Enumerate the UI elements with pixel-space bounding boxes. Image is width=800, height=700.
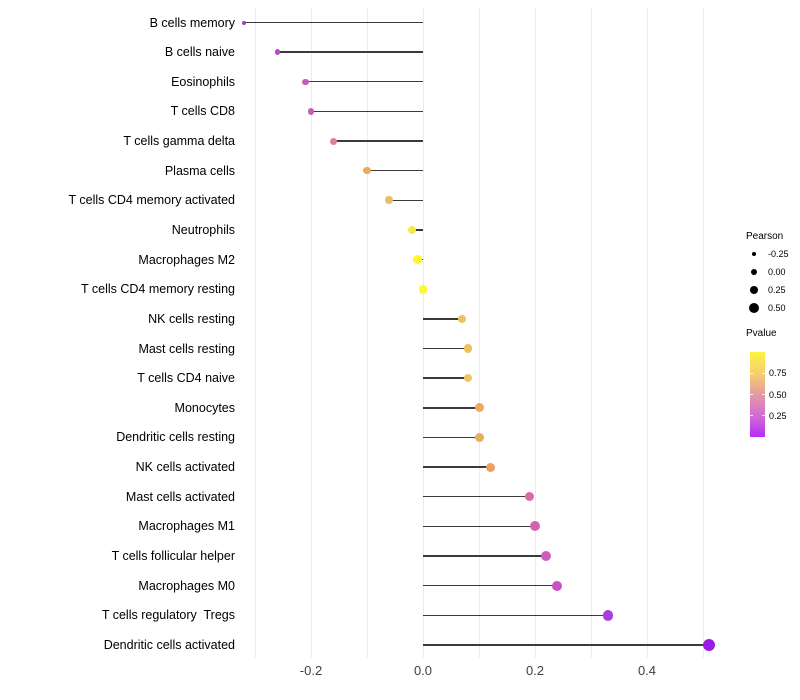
stem-line — [423, 466, 491, 468]
y-axis-label: T cells CD4 naive — [137, 371, 235, 386]
y-axis-label: T cells follicular helper — [111, 549, 235, 564]
y-axis-label: T cells CD4 memory activated — [68, 193, 236, 208]
y-axis-label: T cells regulatory Tregs — [101, 608, 235, 623]
y-axis-label: B cells naive — [164, 45, 235, 60]
stem-line — [311, 110, 423, 113]
pvalue-legend-title: Pvalue — [746, 328, 777, 339]
data-point-dot — [541, 551, 552, 562]
colorbar-tick — [750, 394, 753, 395]
gridline — [310, 8, 312, 658]
size-legend-dot — [750, 268, 758, 276]
x-axis-tick-label: 0.0 — [413, 663, 433, 678]
y-axis-label: T cells CD4 memory resting — [81, 282, 235, 297]
stem-line — [423, 318, 463, 320]
x-axis-tick-label: -0.2 — [299, 663, 323, 678]
gridline — [254, 8, 256, 658]
y-axis-label: Mast cells activated — [125, 489, 235, 504]
gridline — [366, 8, 368, 658]
colorbar-tick — [750, 415, 753, 417]
y-axis-label: NK cells resting — [148, 311, 235, 326]
y-axis-label: T cells gamma delta — [123, 134, 235, 149]
y-axis-label: Dendritic cells resting — [116, 430, 235, 445]
stem-line — [277, 51, 423, 53]
y-axis-label: Neutrophils — [171, 222, 235, 237]
y-axis-label: Macrophages M0 — [138, 578, 235, 593]
data-point-dot — [329, 137, 337, 145]
stem-line — [423, 347, 468, 350]
size-legend-label: -0.25 — [768, 249, 789, 259]
size-legend-dot — [751, 251, 757, 257]
data-point-dot — [485, 462, 495, 472]
pearson-legend-title: Pearson — [746, 231, 784, 242]
stem-line — [423, 584, 558, 587]
y-axis-label: NK cells activated — [135, 460, 235, 475]
stem-line — [423, 377, 468, 379]
gridline — [646, 8, 648, 658]
data-point-dot — [702, 638, 715, 651]
data-point-dot — [530, 521, 540, 532]
x-axis-tick-label: 0.4 — [637, 663, 657, 678]
colorbar-tick — [762, 394, 765, 395]
gridline — [534, 8, 536, 658]
stem-line — [411, 229, 423, 231]
y-axis-label: Macrophages M2 — [138, 252, 235, 267]
data-point-dot — [418, 285, 428, 294]
y-axis-label: Monocytes — [174, 400, 235, 415]
gridline — [590, 8, 592, 658]
y-axis-label: Eosinophils — [171, 74, 235, 89]
colorbar-tick — [762, 415, 765, 417]
stem-line — [243, 21, 423, 24]
stem-line — [423, 614, 608, 616]
stem-line — [423, 436, 479, 439]
stem-line — [367, 170, 423, 172]
x-axis-tick-label: 0.2 — [525, 663, 545, 678]
data-point-dot — [474, 403, 484, 413]
data-point-dot — [463, 373, 473, 383]
size-legend-label: 0.00 — [768, 267, 786, 277]
stem-line — [389, 199, 423, 202]
stem-line — [423, 644, 709, 646]
data-point-dot — [413, 255, 422, 264]
stem-line — [423, 407, 479, 409]
data-point-dot — [524, 491, 535, 502]
colorbar-tick — [750, 372, 753, 374]
data-point-dot — [307, 108, 315, 115]
size-legend-dot — [749, 285, 759, 295]
y-axis-label: Macrophages M1 — [138, 519, 235, 534]
data-point-dot — [457, 314, 467, 324]
pvalue-colorbar-gradient — [750, 352, 765, 437]
stem-line — [423, 555, 547, 557]
data-point-dot — [602, 610, 614, 621]
y-axis-label: Dendritic cells activated — [103, 637, 235, 652]
colorbar-tick-label: 0.50 — [769, 389, 787, 400]
colorbar-tick — [762, 372, 765, 374]
y-axis-label: B cells memory — [149, 15, 235, 30]
colorbar-tick-label: 0.25 — [769, 410, 787, 421]
data-point-dot — [463, 344, 473, 353]
stem-line — [423, 496, 530, 498]
size-legend-label: 0.25 — [768, 285, 786, 295]
data-point-dot — [385, 196, 394, 205]
size-legend-dot — [749, 303, 759, 313]
colorbar-tick-label: 0.75 — [769, 368, 787, 379]
gridline — [478, 8, 480, 658]
size-legend-label: 0.50 — [768, 303, 786, 313]
data-point-dot — [552, 580, 563, 591]
gridline — [702, 8, 704, 658]
data-point-dot — [474, 432, 484, 442]
gridline — [422, 8, 424, 658]
data-point-dot — [274, 49, 281, 55]
data-point-dot — [407, 225, 416, 234]
data-point-dot — [363, 166, 371, 175]
stem-line — [333, 140, 423, 142]
y-axis-label: Plasma cells — [164, 163, 235, 178]
data-point-dot — [302, 78, 309, 86]
y-axis-label: Mast cells resting — [138, 341, 235, 356]
y-axis-label: T cells CD8 — [170, 104, 235, 119]
stem-line — [423, 525, 535, 528]
data-point-dot — [241, 20, 246, 25]
stem-line — [305, 81, 423, 83]
